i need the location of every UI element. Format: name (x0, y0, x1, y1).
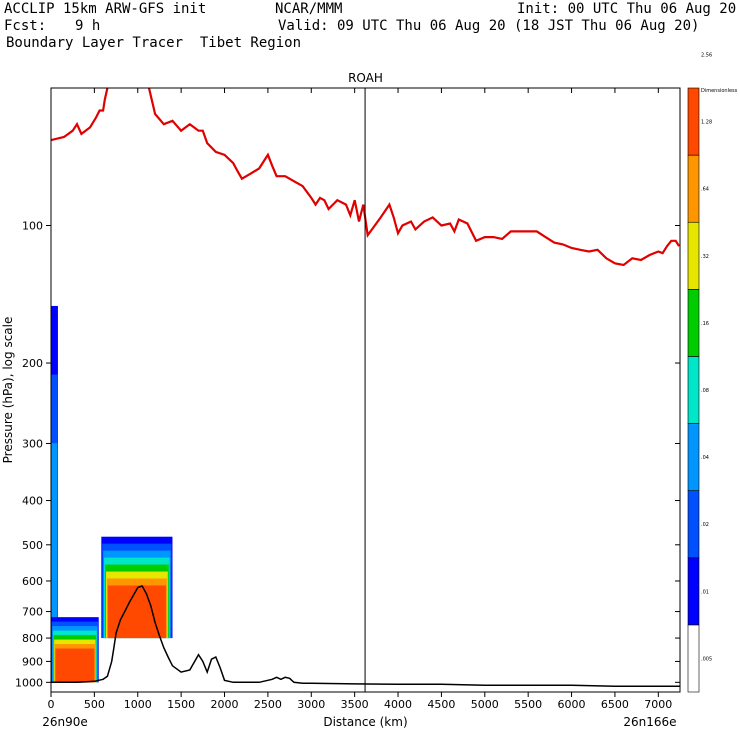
x-tick-label: 0 (48, 698, 55, 711)
y-tick-label: 700 (22, 606, 43, 619)
colorbar-units: Dimensionless (701, 88, 738, 94)
y-tick-label: 300 (22, 437, 43, 450)
x-tick-label: 1500 (167, 698, 195, 711)
x-tick-label: 1000 (124, 698, 152, 711)
y-tick-label: 500 (22, 539, 43, 552)
y-tick-label: 400 (22, 495, 43, 508)
forecast-label: Fcst: (4, 18, 47, 34)
colorbar-segment (687, 624, 700, 693)
x-axis-label: Distance (km) (323, 715, 407, 729)
y-tick-label: 600 (22, 575, 43, 588)
colorbar-label: .64 (701, 187, 709, 193)
x-tick-label: 500 (84, 698, 105, 711)
terrain-line (51, 584, 680, 687)
tracer-plume-0-band-3 (51, 443, 58, 681)
model-title: ACCLIP 15km ARW-GFS init (4, 1, 207, 17)
x-tick-label: 2000 (211, 698, 239, 711)
colorbar-label: .08 (701, 388, 709, 394)
valid-time: Valid: 09 UTC Thu 06 Aug 20 (18 JST Thu … (278, 18, 700, 34)
x-tick-label: 5000 (471, 698, 499, 711)
x-tick-label: 5500 (514, 698, 542, 711)
x-tick-label: 3500 (341, 698, 369, 711)
colorbar-segment (687, 490, 700, 559)
plot-frame (50, 87, 681, 693)
colorbar-label: .32 (701, 254, 709, 260)
colorbar-label: .16 (701, 321, 709, 327)
colorbar-segment (687, 221, 700, 290)
colorbar-segment (687, 154, 700, 223)
init-time: Init: 00 UTC Thu 06 Aug 20 (517, 1, 737, 17)
end-point-label: 26n166e (623, 715, 676, 729)
tropopause-line (51, 88, 680, 267)
colorbar-segment (687, 356, 700, 424)
y-tick-label: 800 (22, 632, 43, 645)
colorbar-label: .005 (701, 656, 712, 662)
y-axis-label: Pressure (hPa), log scale (1, 317, 15, 464)
colorbar-label: 2.56 (701, 52, 712, 58)
x-tick-label: 4500 (427, 698, 455, 711)
forecast-hour: 9 h (75, 18, 101, 34)
colorbar-segment (687, 87, 700, 156)
colorbar-label: 1.28 (701, 120, 712, 126)
product-title: Boundary Layer Tracer Tibet Region (6, 35, 302, 51)
x-tick-label: 7000 (644, 698, 672, 711)
y-tick-label: 900 (22, 655, 43, 668)
org-label: NCAR/MMM (275, 1, 343, 17)
y-tick-label: 100 (22, 220, 43, 233)
colorbar-segment (687, 423, 700, 491)
colorbar-segment (687, 557, 700, 626)
y-tick-label: 1000 (15, 676, 43, 689)
y-tick-label: 200 (22, 357, 43, 370)
x-tick-label: 6000 (558, 698, 586, 711)
colorbar-segment (687, 289, 700, 357)
x-tick-label: 2500 (254, 698, 282, 711)
colorbar-label: .02 (701, 522, 709, 528)
colorbar-label: .04 (701, 455, 709, 461)
x-tick-label: 4000 (384, 698, 412, 711)
tracer-plume-1-band-8 (55, 648, 95, 683)
x-tick-label: 3000 (297, 698, 325, 711)
x-tick-label: 6500 (601, 698, 629, 711)
start-point-label: 26n90e (42, 715, 88, 729)
colorbar-label: .01 (701, 589, 709, 595)
chart-title: ROAH (348, 71, 383, 85)
